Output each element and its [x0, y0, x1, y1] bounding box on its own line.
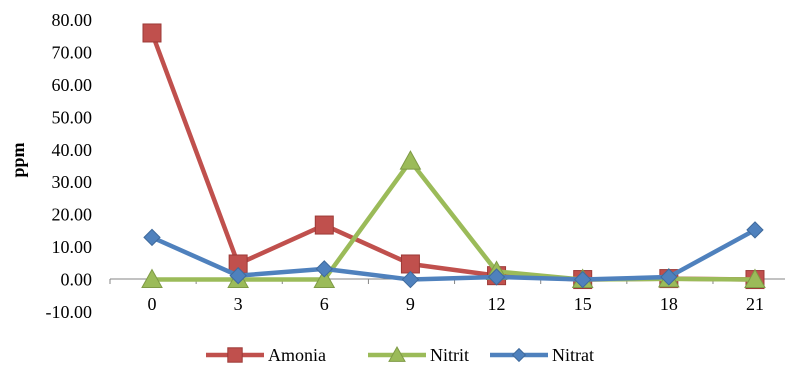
- legend-item-nitrat: Nitrat: [490, 345, 594, 365]
- x-tick-label: 21: [746, 294, 764, 314]
- plot-area: [141, 23, 766, 290]
- legend-marker-amonia: [227, 347, 243, 363]
- x-tick-label: 6: [320, 294, 329, 314]
- series-nitrat: [143, 221, 764, 289]
- legend-label-amonia: Amonia: [268, 345, 326, 365]
- x-tick-label: 0: [148, 294, 157, 314]
- y-tick-label: 40.00: [52, 140, 93, 160]
- data-point-nitrat: [143, 228, 161, 247]
- series-line-amonia: [149, 30, 758, 282]
- y-tick-label: 50.00: [52, 107, 93, 127]
- data-point-nitrit: [141, 268, 163, 289]
- x-axis: 0 3 6 9 12 15 18 21: [109, 278, 785, 314]
- data-point-nitrat: [401, 270, 420, 289]
- series-amonia: [142, 23, 765, 290]
- y-tick-label: 60.00: [52, 75, 93, 95]
- x-tick-label: 12: [488, 294, 506, 314]
- data-point-nitrat: [487, 268, 506, 286]
- y-tick-label: 70.00: [52, 42, 93, 62]
- y-axis: 80.00 70.00 60.00 50.00 40.00 30.00 20.00 10.00…: [46, 10, 93, 322]
- y-tick-label: 30.00: [52, 172, 93, 192]
- x-tick-label: 18: [660, 294, 678, 314]
- legend: Amonia Nitrit Nitrat: [206, 345, 594, 365]
- legend-label-nitrit: Nitrit: [430, 345, 469, 365]
- data-point-amonia: [400, 254, 420, 274]
- y-tick-label: 0.00: [61, 270, 93, 290]
- legend-item-nitrit: Nitrit: [368, 345, 469, 365]
- data-point-nitrat: [315, 260, 333, 278]
- y-tick-label: -10.00: [46, 302, 93, 322]
- data-point-nitrit: [744, 268, 766, 289]
- data-point-amonia: [314, 215, 334, 235]
- y-axis-label: ppm: [8, 142, 28, 177]
- data-point-nitrat: [746, 221, 764, 239]
- data-point-nitrat: [229, 266, 247, 285]
- data-point-nitrit: [399, 150, 422, 170]
- data-point-nitrat: [573, 270, 592, 289]
- x-tick-label: 3: [234, 294, 243, 314]
- legend-marker-nitrat: [511, 347, 527, 363]
- legend-label-nitrat: Nitrat: [552, 345, 594, 365]
- data-point-amonia: [142, 23, 162, 43]
- legend-item-amonia: Amonia: [206, 345, 326, 365]
- series-line-nitrat: [149, 227, 758, 282]
- data-point-nitrat: [660, 268, 678, 286]
- legend-marker-nitrit: [388, 345, 406, 362]
- y-tick-label: 10.00: [52, 237, 93, 257]
- data-point-nitrit: [313, 268, 336, 289]
- y-tick-label: 80.00: [52, 10, 93, 30]
- x-tick-label: 15: [574, 294, 592, 314]
- x-tick-label: 9: [406, 294, 415, 314]
- y-tick-label: 20.00: [52, 205, 93, 225]
